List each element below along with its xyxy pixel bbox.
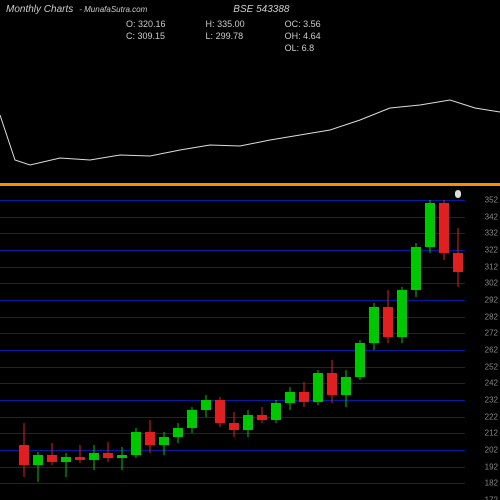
candle-body	[159, 437, 169, 445]
candle-body	[33, 455, 43, 465]
grid-line	[0, 383, 465, 384]
candlestick-chart: 172 182 192 202 212 222 232 242 252 262 272 282 292 3…	[0, 200, 500, 500]
candle-body	[215, 400, 225, 423]
candle-body	[131, 432, 141, 455]
candle-body	[397, 290, 407, 337]
candle-body	[383, 307, 393, 337]
grid-line	[0, 400, 465, 401]
grid-line	[0, 317, 465, 318]
title-left: Monthly Charts	[6, 4, 73, 15]
y-axis-label: 252	[485, 362, 498, 371]
y-axis-label: 272	[485, 329, 498, 338]
y-axis-label: 212	[485, 429, 498, 438]
stat-open-val: 320.16	[138, 19, 166, 29]
stats-col-2: H: 335.00 L: 299.78	[206, 19, 245, 53]
y-axis-label: 292	[485, 296, 498, 305]
y-axis-label: 282	[485, 312, 498, 321]
grid-line	[0, 283, 465, 284]
candle-body	[369, 307, 379, 344]
candle-body	[47, 455, 57, 462]
title-row: Monthly Charts - MunafaSutra.com BSE 543…	[6, 4, 494, 15]
line-chart	[0, 50, 500, 180]
stat-close: C: 309.15	[126, 31, 166, 41]
grid-line	[0, 217, 465, 218]
candle-wick	[108, 442, 109, 462]
candle-body	[313, 373, 323, 401]
candle-body	[299, 392, 309, 402]
line-series	[0, 100, 500, 165]
y-axis-label: 202	[485, 446, 498, 455]
grid-line	[0, 417, 465, 418]
grid-line	[0, 450, 465, 451]
grid-line	[0, 483, 465, 484]
candle-body	[257, 415, 267, 420]
stat-low-val: 299.78	[216, 31, 244, 41]
line-chart-svg	[0, 50, 500, 180]
grid-line	[0, 267, 465, 268]
y-axis-label: 302	[485, 279, 498, 288]
current-marker-icon	[455, 190, 461, 198]
candle-body	[201, 400, 211, 410]
stat-oc-val: 3.56	[303, 19, 321, 29]
panel-divider	[0, 183, 500, 186]
candle-body	[453, 253, 463, 271]
y-axis-label: 232	[485, 396, 498, 405]
candle-body	[355, 343, 365, 376]
grid-line	[0, 333, 465, 334]
y-axis-label: 192	[485, 462, 498, 471]
candle-body	[61, 457, 71, 462]
stat-high-val: 335.00	[217, 19, 245, 29]
candle-body	[229, 423, 239, 430]
title-right: BSE 543388	[233, 4, 289, 15]
y-axis-label: 322	[485, 246, 498, 255]
candle-body	[425, 203, 435, 246]
y-axis-label: 342	[485, 212, 498, 221]
grid-line	[0, 300, 465, 301]
y-axis-label: 242	[485, 379, 498, 388]
stat-open: O: 320.16	[126, 19, 166, 29]
stats-block: O: 320.16 C: 309.15 H: 335.00 L: 299.78 …	[126, 19, 494, 53]
candle-body	[89, 453, 99, 460]
y-axis-label: 182	[485, 479, 498, 488]
stat-close-val: 309.15	[138, 31, 166, 41]
candle-body	[173, 428, 183, 436]
stat-oh-val: 4.64	[303, 31, 321, 41]
candle-body	[19, 445, 29, 465]
candle-body	[145, 432, 155, 445]
stats-col-3: OC: 3.56 OH: 4.64 OL: 6.8	[285, 19, 321, 53]
candle-body	[271, 403, 281, 420]
grid-line	[0, 467, 465, 468]
grid-line	[0, 433, 465, 434]
candle-body	[187, 410, 197, 428]
candle-body	[341, 377, 351, 395]
grid-line	[0, 350, 465, 351]
grid-line	[0, 200, 465, 201]
grid-line	[0, 233, 465, 234]
candle-body	[285, 392, 295, 404]
y-axis-label: 222	[485, 412, 498, 421]
y-axis-label: 312	[485, 262, 498, 271]
y-axis-label: 332	[485, 229, 498, 238]
stat-oc: OC: 3.56	[285, 19, 321, 29]
candle-body	[75, 457, 85, 460]
stat-oh: OH: 4.64	[285, 31, 321, 41]
y-axis-label: 352	[485, 196, 498, 205]
candle-body	[103, 453, 113, 458]
candle-body	[327, 373, 337, 395]
stat-low: L: 299.78	[206, 31, 245, 41]
title-source: - MunafaSutra.com	[79, 5, 147, 14]
y-axis-label: 262	[485, 346, 498, 355]
candle-wick	[80, 445, 81, 463]
grid-line	[0, 250, 465, 251]
chart-header: Monthly Charts - MunafaSutra.com BSE 543…	[6, 4, 494, 54]
y-axis-label: 172	[485, 496, 498, 500]
candle-body	[243, 415, 253, 430]
stats-col-1: O: 320.16 C: 309.15	[126, 19, 166, 53]
candle-body	[117, 455, 127, 458]
stat-high: H: 335.00	[206, 19, 245, 29]
candle-body	[411, 247, 421, 290]
grid-line	[0, 367, 465, 368]
candle-body	[439, 203, 449, 253]
